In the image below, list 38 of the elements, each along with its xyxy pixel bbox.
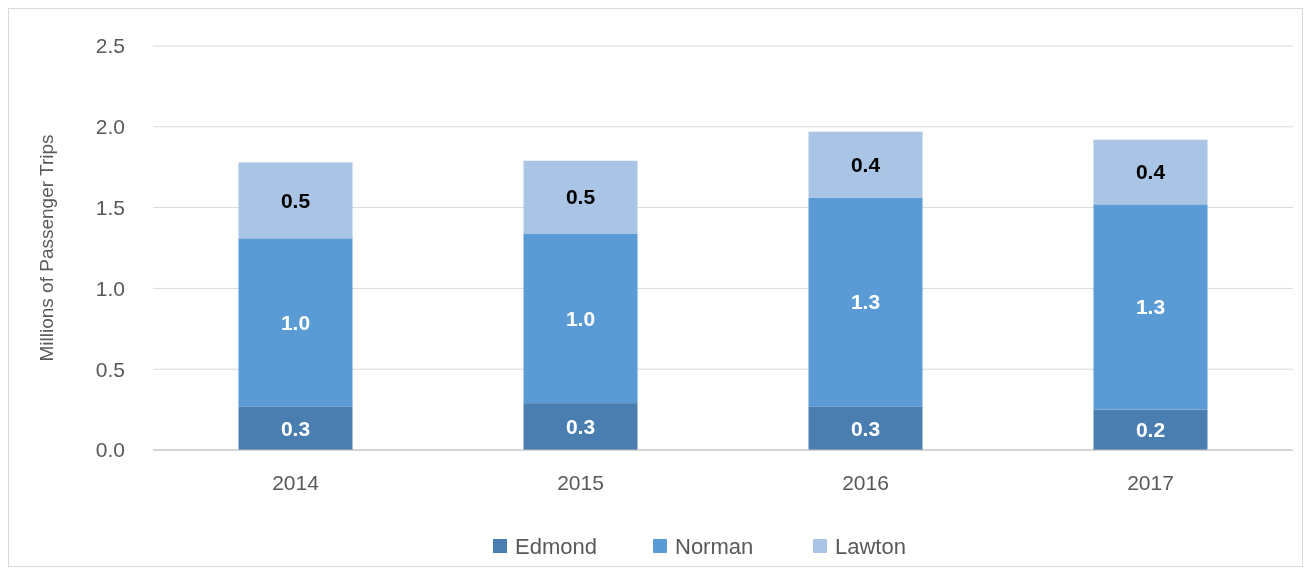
- data-label: 0.3: [850, 416, 881, 440]
- bar: [808, 406, 923, 450]
- bar: [523, 233, 638, 404]
- y-tick-label: 1.0: [95, 276, 125, 300]
- x-tick-label: 2016: [842, 471, 889, 494]
- bar: [1093, 139, 1208, 205]
- data-label: 0.2: [1135, 418, 1166, 442]
- data-label: 0.5: [565, 185, 596, 209]
- y-tick-label: 0.5: [95, 357, 125, 381]
- y-tick-label: 2.5: [95, 34, 125, 58]
- bar: [238, 162, 353, 239]
- bar: [523, 160, 638, 234]
- data-label: 1.3: [1135, 295, 1166, 319]
- bar: [238, 238, 353, 407]
- data-label: 0.4: [1135, 160, 1166, 184]
- legend-label: Norman: [675, 533, 754, 559]
- x-tick-label: 2017: [1127, 471, 1174, 494]
- data-label: 0.4: [850, 153, 881, 177]
- data-label: 0.3: [280, 416, 311, 440]
- bar: [1093, 204, 1208, 410]
- data-label: 0.3: [565, 414, 596, 438]
- bar: [523, 403, 638, 450]
- y-axis-title: Millions of Passenger Trips: [35, 134, 57, 362]
- y-tick-label: 0.0: [95, 438, 125, 462]
- y-tick-label: 1.5: [95, 195, 125, 219]
- y-tick-label: 2.0: [95, 115, 125, 139]
- bar: [808, 131, 923, 198]
- bar: [238, 406, 353, 450]
- legend-label: Lawton: [835, 533, 906, 559]
- x-tick-label: 2014: [272, 471, 320, 494]
- bar: [1093, 409, 1208, 450]
- legend-label: Edmond: [515, 533, 597, 559]
- data-label: 1.0: [565, 306, 596, 330]
- bar: [808, 197, 923, 407]
- x-tick-label: 2015: [557, 471, 604, 494]
- data-label: 1.3: [850, 290, 881, 314]
- data-label: 1.0: [280, 310, 311, 334]
- data-label: 0.5: [280, 188, 311, 212]
